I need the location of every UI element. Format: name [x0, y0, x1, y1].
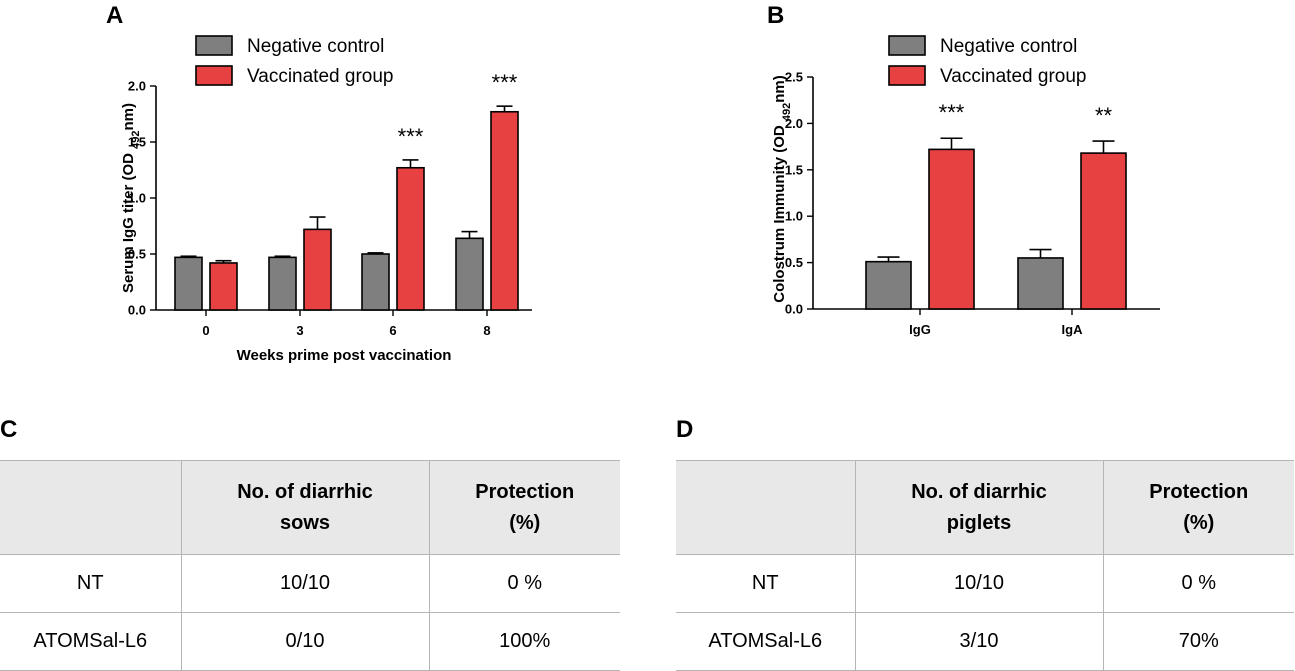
- table-row: NT 10/10 0 %: [0, 554, 620, 613]
- bar-negative: [455, 237, 484, 311]
- count-cell: 10/10: [854, 554, 1104, 613]
- table-row: ATOMSal-L6 0/10 100%: [0, 612, 620, 671]
- significance-label: ***: [492, 70, 518, 95]
- header-protection-line1: Protection: [475, 480, 575, 503]
- bar-vaccinated: [1080, 152, 1127, 310]
- protection-cell: 0 %: [1103, 554, 1294, 613]
- bar-vaccinated: [928, 148, 975, 310]
- x-tick-label: IgA: [1062, 322, 1084, 337]
- legend-label: Negative control: [247, 36, 384, 57]
- y-tick-label: 0.0: [785, 302, 803, 317]
- significance-label: ***: [939, 100, 965, 125]
- table-header-row: No. of diarrhic sows Protection (%): [0, 460, 620, 555]
- table-row: NT 10/10 0 %: [676, 554, 1294, 613]
- table-c: No. of diarrhic sows Protection (%) NT 1…: [0, 460, 620, 671]
- header-protection-line2: (%): [1183, 511, 1215, 534]
- bar-vaccinated: [303, 228, 332, 311]
- x-tick-label: 0: [202, 323, 209, 338]
- y-tick-label: 2.0: [128, 79, 146, 94]
- bar-negative: [268, 256, 297, 311]
- table-row: ATOMSal-L6 3/10 70%: [676, 612, 1294, 671]
- protection-cell: 0 %: [429, 554, 620, 613]
- group-cell: ATOMSal-L6: [676, 612, 855, 671]
- x-tick-label: 6: [389, 323, 396, 338]
- y-tick-label: 2.5: [785, 70, 803, 85]
- y-tick-label: 0.0: [128, 303, 146, 318]
- legend-swatch: [195, 65, 233, 86]
- significance-label: **: [1095, 103, 1113, 128]
- count-cell: 0/10: [180, 612, 430, 671]
- y-tick-label: 0.5: [785, 255, 803, 270]
- header-protection-line1: Protection: [1149, 480, 1249, 503]
- header-count-line1: No. of diarrhic: [237, 480, 373, 503]
- count-cell: 3/10: [854, 612, 1104, 671]
- x-axis-title: Weeks prime post vaccination: [237, 347, 452, 364]
- bar-vaccinated: [209, 262, 238, 311]
- table-header-row: No. of diarrhic piglets Protection (%): [676, 460, 1294, 555]
- y-tick-label: 1.5: [128, 135, 146, 150]
- y-tick-label: 2.0: [785, 116, 803, 131]
- chart-a: 0.0 0.5 1.0 1.5 2.0 0 3 6 *** 8 *** Weeks prime pos…: [120, 35, 532, 364]
- header-count-line2: piglets: [946, 511, 1012, 534]
- group-cell: NT: [676, 554, 855, 613]
- header-count: No. of diarrhic piglets: [854, 460, 1104, 555]
- bar-vaccinated: [490, 110, 519, 311]
- header-count-line1: No. of diarrhic: [911, 480, 1047, 503]
- legend-label: Negative control: [940, 36, 1077, 57]
- header-empty-cell: [676, 460, 855, 555]
- header-protection-line2: (%): [509, 511, 541, 534]
- legend-swatch: [195, 35, 233, 56]
- group-cell: ATOMSal-L6: [0, 612, 181, 671]
- panel-letter-b: B: [767, 2, 785, 29]
- header-count: No. of diarrhic sows: [180, 460, 430, 555]
- panel-letter-a: A: [106, 2, 124, 29]
- chart-b: 0.0 0.5 1.0 1.5 2.0 2.5 IgG *** IgA ** Colostrum I…: [771, 35, 1160, 337]
- bar-negative: [361, 253, 390, 311]
- x-tick-label: IgG: [909, 322, 931, 337]
- significance-label: ***: [398, 124, 424, 149]
- legend-label: Vaccinated group: [940, 66, 1086, 87]
- count-cell: 10/10: [180, 554, 430, 613]
- header-protection: Protection (%): [429, 460, 620, 555]
- panel-letter-c: C: [0, 416, 18, 443]
- header-protection: Protection (%): [1103, 460, 1294, 555]
- y-tick-label: 0.5: [128, 247, 146, 262]
- x-tick-label: 8: [483, 323, 490, 338]
- y-tick-label: 1.0: [785, 209, 803, 224]
- x-tick-label: 3: [296, 323, 303, 338]
- header-empty-cell: [0, 460, 181, 555]
- table-d: No. of diarrhic piglets Protection (%) N…: [676, 460, 1294, 671]
- bar-vaccinated: [396, 166, 425, 311]
- y-tick-label: 1.5: [785, 162, 803, 177]
- bar-negative: [1017, 257, 1064, 310]
- bar-negative: [174, 256, 203, 311]
- y-axis-title: Serum IgG titer (OD 492nm): [120, 103, 142, 293]
- protection-cell: 70%: [1103, 612, 1294, 671]
- panel-letter-d: D: [676, 416, 694, 443]
- protection-cell: 100%: [429, 612, 620, 671]
- bar-negative: [865, 260, 912, 310]
- group-cell: NT: [0, 554, 181, 613]
- legend-swatch: [888, 65, 926, 86]
- legend-swatch: [888, 35, 926, 56]
- y-tick-label: 1.0: [128, 191, 146, 206]
- header-count-line2: sows: [279, 511, 331, 534]
- y-axis-title: Colostrum Immunity (OD 492nm): [771, 75, 793, 303]
- legend-label: Vaccinated group: [247, 66, 393, 87]
